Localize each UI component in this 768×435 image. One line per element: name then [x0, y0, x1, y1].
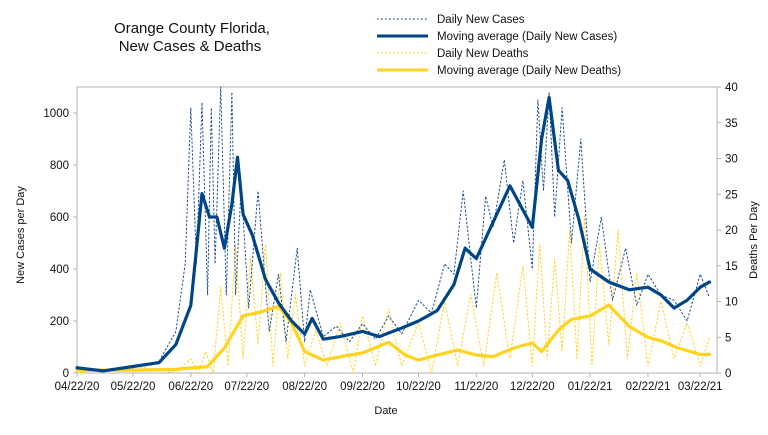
y-left-tick-label: 400 — [50, 264, 69, 276]
x-tick-label: 12/22/20 — [510, 381, 555, 393]
y-right-tick-label: 0 — [725, 368, 731, 380]
x-tick-label: 03/22/21 — [678, 381, 723, 393]
x-axis-title: Date — [374, 405, 397, 417]
y-right-tick-label: 30 — [725, 154, 738, 166]
y-right-tick-label: 40 — [725, 82, 738, 94]
y-right-tick-label: 35 — [725, 118, 738, 130]
y-right-tick-label: 20 — [725, 225, 738, 237]
y-right-tick-label: 10 — [725, 297, 738, 309]
x-tick-label: 05/22/20 — [111, 381, 156, 393]
legend-label-daily-new-deaths: Daily New Deaths — [437, 48, 529, 60]
y-left-tick-label: 800 — [50, 160, 69, 172]
series-layer — [75, 86, 712, 374]
series-moving-average-daily-new-deaths — [75, 303, 712, 372]
y-left-tick-label: 200 — [50, 316, 69, 328]
x-tick-label: 07/22/20 — [224, 381, 269, 393]
legend-label-daily-new-cases: Daily New Cases — [437, 14, 525, 26]
y-left-ticks: 0 200 400 600 800 1000 — [43, 108, 77, 380]
chart-title-line-1: Orange County Florida, — [114, 20, 270, 37]
x-tick-label: 06/22/20 — [168, 381, 213, 393]
x-tick-label: 11/22/20 — [454, 381, 498, 393]
x-tick-label: 10/22/20 — [396, 381, 441, 393]
y-right-axis-title: Deaths Per Day — [748, 201, 760, 279]
x-tick-label: 01/22/21 — [568, 381, 613, 393]
y-right-tick-label: 25 — [725, 189, 738, 201]
y-left-axis-title: New Cases per Day — [15, 186, 27, 284]
y-left-tick-label: 0 — [63, 368, 69, 380]
x-tick-label: 04/22/20 — [55, 381, 100, 393]
chart-title-line-2: New Cases & Deaths — [119, 38, 262, 55]
legend-label-ma-cases: Moving average (Daily New Cases) — [437, 31, 617, 43]
y-left-tick-label: 1000 — [43, 108, 69, 120]
y-left-tick-label: 600 — [50, 212, 69, 224]
x-tick-label: 02/22/21 — [626, 381, 671, 393]
y-right-tick-label: 15 — [725, 261, 738, 273]
x-tick-label: 09/22/20 — [340, 381, 385, 393]
legend-label-ma-deaths: Moving average (Daily New Deaths) — [437, 65, 621, 77]
x-tick-label: 08/22/20 — [282, 381, 327, 393]
series-moving-average-daily-new-cases — [75, 95, 712, 373]
x-ticks: 04/22/20 05/22/20 06/22/20 07/22/20 08/22/20… — [55, 373, 723, 393]
y-right-tick-label: 5 — [725, 332, 731, 344]
chart-title: Orange County Florida, New Cases & Death… — [114, 20, 270, 55]
y-right-ticks: 0 5 10 15 20 25 30 35 40 — [717, 82, 738, 380]
legend: Daily New Cases Moving average (Daily Ne… — [377, 14, 621, 77]
